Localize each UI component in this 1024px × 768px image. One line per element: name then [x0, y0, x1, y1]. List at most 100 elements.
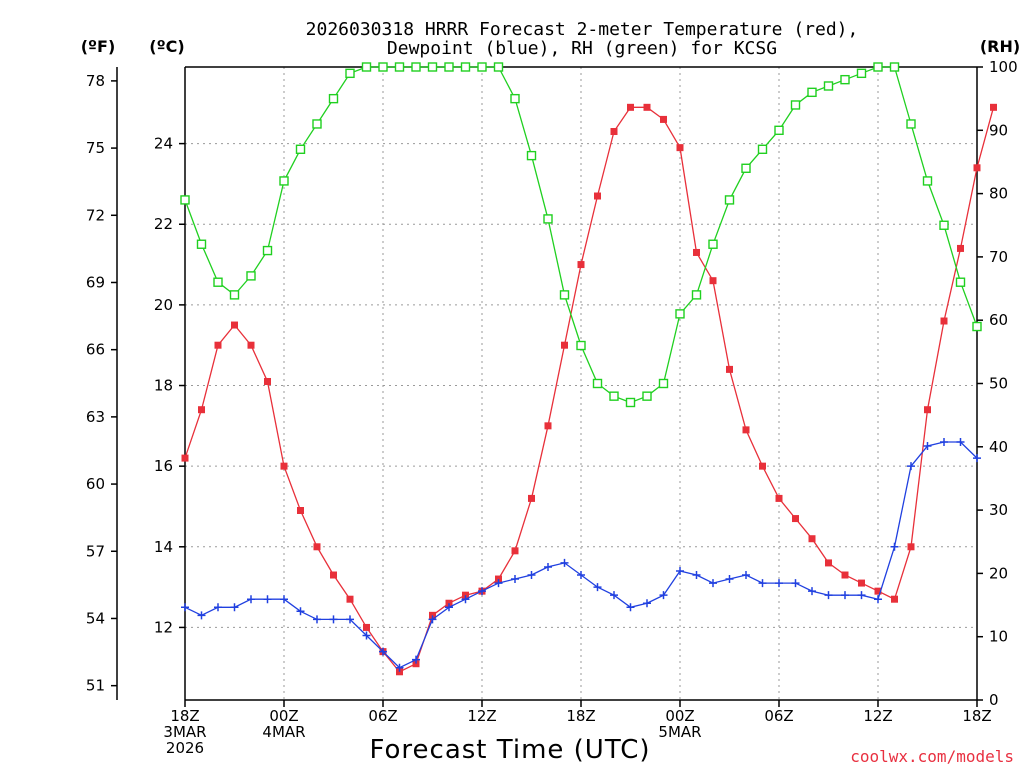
data-point — [807, 87, 817, 98]
data-point — [823, 81, 834, 91]
data-point — [427, 62, 438, 72]
data-point — [990, 103, 997, 111]
data-point — [873, 62, 883, 72]
data-point — [461, 595, 470, 604]
data-point — [378, 62, 388, 72]
data-point — [511, 547, 519, 555]
data-point — [198, 406, 205, 414]
data-point — [411, 62, 421, 72]
rh-tick-label: 20 — [989, 564, 1008, 582]
data-point — [445, 599, 453, 607]
data-point — [594, 192, 601, 200]
data-point — [923, 441, 932, 450]
data-point — [741, 163, 751, 173]
data-point — [462, 591, 469, 599]
data-point — [956, 437, 965, 446]
rh-tick-label: 90 — [989, 121, 1008, 139]
fahrenheit-tick-label: 51 — [86, 677, 105, 695]
fahrenheit-tick-label: 72 — [86, 206, 105, 224]
data-point — [774, 125, 784, 136]
rh-tick-label: 100 — [989, 58, 1018, 76]
data-point — [363, 623, 370, 631]
celsius-tick-label: 20 — [154, 296, 173, 314]
fahrenheit-tick-label: 75 — [86, 139, 105, 157]
time-tick-label: 2026 — [166, 739, 204, 757]
data-point — [559, 290, 570, 300]
credit-text: coolwx.com/models — [850, 747, 1014, 766]
data-point — [280, 462, 288, 470]
series-rh — [180, 62, 982, 408]
data-point — [328, 93, 339, 104]
data-point — [280, 595, 288, 604]
data-point — [181, 603, 189, 612]
data-point — [759, 462, 766, 470]
data-point — [891, 595, 898, 603]
data-point — [939, 220, 949, 230]
data-point — [856, 68, 867, 79]
data-point — [957, 244, 964, 252]
data-point — [841, 571, 849, 579]
data-point — [329, 615, 338, 624]
fahrenheit-tick-label: 78 — [86, 72, 105, 90]
data-point — [511, 575, 519, 584]
data-point — [576, 340, 586, 351]
data-point — [792, 515, 799, 523]
data-point — [840, 74, 850, 85]
data-point — [658, 378, 669, 389]
data-point — [577, 571, 585, 580]
data-point — [775, 579, 783, 588]
rh-tick-label: 70 — [989, 248, 1008, 266]
data-point — [262, 245, 273, 256]
data-point — [610, 128, 618, 136]
data-point — [742, 426, 750, 434]
data-point — [197, 611, 206, 620]
data-point — [493, 62, 504, 72]
data-point — [394, 62, 405, 72]
fahrenheit-tick-label: 69 — [86, 273, 105, 291]
data-point — [412, 660, 420, 668]
data-point — [691, 290, 702, 300]
fahrenheit-tick-label: 60 — [86, 475, 105, 493]
data-point — [196, 239, 207, 249]
data-point — [626, 603, 635, 612]
data-point — [396, 668, 403, 676]
fahrenheit-axis: 51 54 57 60 63 66 69 72 75 78 — [86, 72, 117, 695]
x-axis-title: Forecast Time (UTC) — [369, 735, 650, 765]
data-point — [791, 579, 800, 588]
data-point — [561, 341, 568, 349]
data-point — [181, 454, 189, 462]
time-tick-label: 18Z — [962, 707, 991, 725]
data-point — [890, 542, 899, 551]
fahrenheit-tick-label: 63 — [86, 408, 105, 426]
data-point — [543, 214, 553, 224]
data-point — [526, 150, 537, 161]
data-point — [230, 603, 239, 612]
series-temperature — [181, 103, 997, 676]
celsius-tick-label: 14 — [154, 538, 173, 556]
data-point — [726, 365, 733, 373]
data-point — [362, 631, 371, 640]
data-point — [510, 93, 520, 104]
data-point — [841, 591, 849, 600]
data-point — [478, 587, 486, 596]
data-point — [874, 587, 882, 595]
data-point — [825, 559, 832, 567]
data-point — [808, 587, 816, 596]
data-point — [940, 317, 948, 325]
chart-title-line1: 2026030318 HRRR Forecast 2-meter Tempera… — [306, 19, 859, 40]
data-point — [297, 507, 304, 515]
data-point — [858, 579, 865, 587]
series-line — [184, 66, 978, 404]
time-tick-label: 18Z — [170, 707, 199, 725]
data-point — [742, 571, 750, 580]
data-point — [279, 176, 289, 186]
data-point — [495, 575, 502, 583]
data-point — [708, 239, 718, 249]
data-point — [659, 591, 668, 600]
time-tick-label: 06Z — [368, 707, 397, 725]
data-point — [973, 164, 981, 172]
data-point — [229, 290, 240, 300]
data-point — [592, 378, 603, 389]
